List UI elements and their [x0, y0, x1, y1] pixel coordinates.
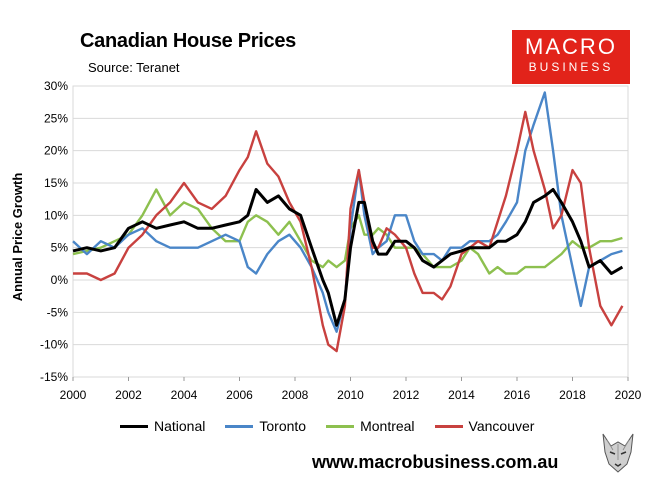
logo-line2: BUSINESS — [528, 60, 614, 74]
legend-label: National — [154, 418, 206, 434]
chart-title: Canadian House Prices — [80, 30, 297, 52]
macrobusiness-logo: MACRO BUSINESS — [512, 30, 630, 84]
legend-item-toronto: Toronto — [225, 418, 306, 434]
x-tick-label: 2000 — [60, 388, 87, 402]
x-tick-label: 2008 — [282, 388, 309, 402]
x-tick-label: 2004 — [171, 388, 198, 402]
series-line-national — [72, 188, 624, 327]
legend-label: Vancouver — [468, 418, 535, 434]
y-tick-label: 0% — [51, 273, 69, 287]
series-line-vancouver — [73, 110, 624, 353]
legend-swatch — [434, 424, 463, 428]
y-tick-label: -10% — [40, 338, 68, 352]
y-tick-label: 20% — [44, 144, 68, 158]
y-tick-label: -5% — [47, 305, 69, 319]
legend-swatch — [326, 424, 355, 428]
x-tick-label: 2014 — [448, 388, 475, 402]
x-tick-label: 2006 — [226, 388, 253, 402]
y-tick-label: -15% — [40, 370, 68, 384]
logo-line1: MACRO — [525, 34, 617, 59]
x-tick-label: 2016 — [504, 388, 531, 402]
footer-url: www.macrobusiness.com.au — [312, 452, 559, 472]
chart-legend: National Toronto Montreal Vancouver — [120, 418, 534, 434]
x-tick-label: 2020 — [615, 388, 642, 402]
legend-swatch — [225, 424, 254, 428]
chart-source: Source: Teranet — [88, 60, 180, 75]
legend-swatch — [120, 424, 148, 428]
legend-label: Montreal — [360, 418, 415, 434]
y-tick-labels: 30% 25% 20% 15% 10% 5% 0% -5% -10% -15% — [40, 79, 68, 384]
gridlines — [72, 85, 629, 381]
series-lines — [72, 91, 624, 353]
y-tick-label: 5% — [51, 241, 69, 255]
legend-item-national: National — [120, 418, 205, 434]
legend-item-montreal: Montreal — [326, 418, 415, 434]
legend-label: Toronto — [259, 418, 307, 434]
y-tick-label: 10% — [44, 208, 68, 222]
y-tick-label: 15% — [44, 176, 68, 190]
series-line-toronto — [72, 91, 623, 333]
wolf-mascot-icon — [597, 430, 639, 476]
x-tick-label: 2018 — [559, 388, 586, 402]
x-tick-label: 2010 — [337, 388, 364, 402]
y-axis-label: Annual Price Growth — [10, 173, 25, 302]
x-tick-labels: 2000 2002 2004 2006 2008 2010 2012 2014 2016 2018… — [60, 388, 642, 402]
y-tick-label: 25% — [44, 111, 68, 125]
y-tick-label: 30% — [44, 79, 68, 93]
x-tick-label: 2002 — [115, 388, 142, 402]
legend-item-vancouver: Vancouver — [434, 418, 535, 434]
x-tick-label: 2012 — [393, 388, 420, 402]
